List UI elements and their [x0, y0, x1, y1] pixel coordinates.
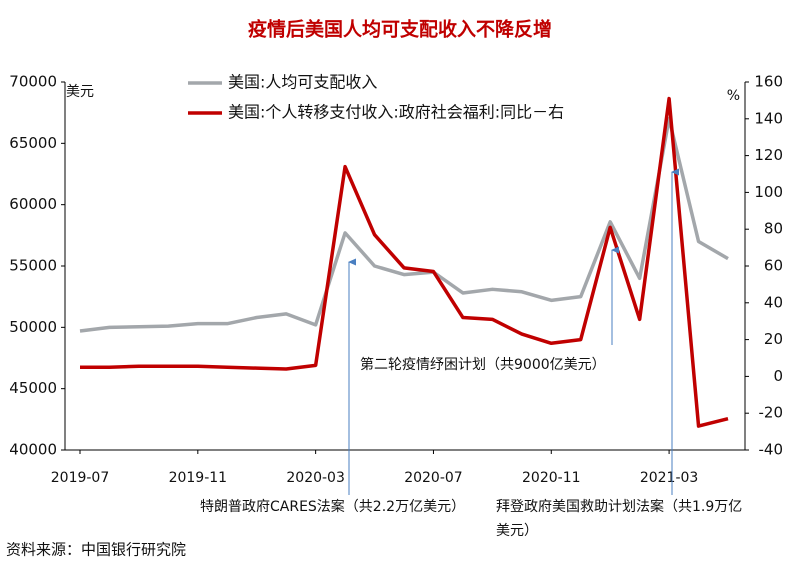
y-axis-label: 美元: [66, 84, 94, 100]
chart-title: 疫情后美国人均可支配收入不降反增: [248, 18, 552, 41]
y-tick-label: 70000: [9, 73, 57, 91]
y2-tick-label: 160: [754, 73, 783, 91]
x-tick-label: 2019-07: [51, 470, 110, 486]
y2-axis-label: %: [727, 88, 740, 104]
y2-tick-label: 60: [764, 257, 783, 275]
x-tick-label: 2020-11: [522, 470, 581, 486]
annotation: 第二轮疫情纾困计划（共9000亿美元）: [360, 356, 606, 373]
source: 资料来源：中国银行研究院: [6, 541, 186, 559]
series-line: [79, 117, 729, 333]
y-tick-label: 40000: [9, 441, 57, 459]
y-tick-label: 65000: [9, 134, 57, 152]
y2-tick-label: -20: [759, 404, 784, 422]
annotation: 拜登政府美国救助计划法案（共1.9万亿: [496, 498, 742, 515]
y2-tick-label: 0: [773, 367, 783, 385]
y2-tick-label: 40: [764, 293, 783, 311]
annotation: 美元）: [496, 523, 538, 539]
y-tick-label: 55000: [9, 257, 57, 275]
annotation: 特朗普政府CARES法案（共2.2万亿美元）: [200, 498, 465, 515]
y2-tick-label: -40: [759, 441, 784, 459]
y-tick-label: 60000: [9, 195, 57, 213]
x-tick-label: 2020-07: [404, 470, 463, 486]
x-tick-label: 2019-11: [169, 470, 228, 486]
legend-label: 美国:个人转移支付收入:政府社会福利:同比－右: [228, 103, 564, 122]
y2-tick-label: 80: [764, 220, 783, 238]
x-tick-label: 2021-03: [640, 470, 699, 486]
y2-tick-label: 20: [764, 330, 783, 348]
y-tick-label: 45000: [9, 379, 57, 397]
series-line: [80, 96, 729, 428]
y2-tick-label: 120: [754, 146, 783, 164]
y2-tick-label: 100: [754, 183, 783, 201]
y-tick-label: 50000: [9, 318, 57, 336]
legend-label: 美国:人均可支配收入: [228, 73, 377, 92]
x-tick-label: 2020-03: [286, 470, 345, 486]
y2-tick-label: 140: [754, 109, 783, 127]
